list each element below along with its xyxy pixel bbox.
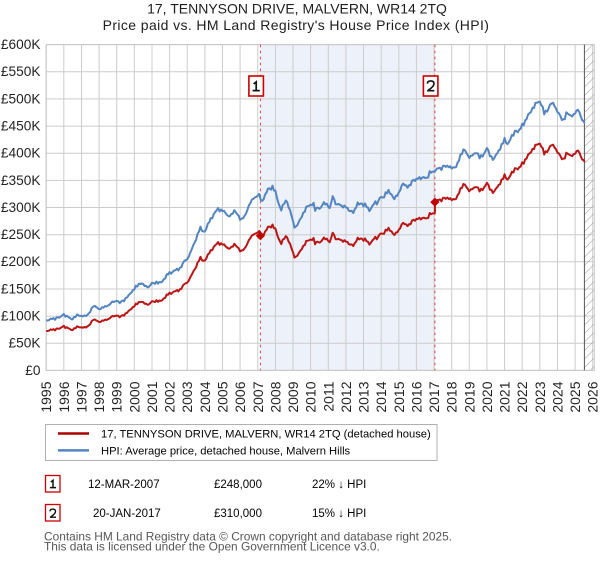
svg-text:2026: 2026 — [585, 381, 600, 412]
svg-text:2015: 2015 — [391, 381, 407, 412]
svg-text:Price paid vs. HM Land Registr: Price paid vs. HM Land Registry's House … — [103, 17, 490, 33]
svg-text:£50K: £50K — [9, 336, 41, 351]
svg-text:2024: 2024 — [550, 381, 566, 412]
svg-text:2013: 2013 — [356, 381, 372, 412]
svg-text:£0: £0 — [25, 363, 41, 378]
svg-text:£100K: £100K — [1, 309, 41, 324]
svg-text:1995: 1995 — [38, 381, 54, 412]
svg-text:2004: 2004 — [197, 381, 213, 412]
svg-text:2023: 2023 — [532, 381, 548, 412]
svg-text:2011: 2011 — [320, 381, 336, 411]
svg-text:1999: 1999 — [109, 381, 125, 412]
svg-text:2016: 2016 — [408, 381, 424, 412]
svg-text:£200K: £200K — [1, 254, 41, 269]
svg-text:2000: 2000 — [126, 381, 142, 412]
svg-text:Contains HM Land Registry data: Contains HM Land Registry data © Crown c… — [44, 529, 452, 543]
svg-text:2012: 2012 — [338, 381, 354, 412]
svg-text:1997: 1997 — [74, 381, 90, 412]
svg-text:2019: 2019 — [461, 381, 477, 412]
svg-text:2020: 2020 — [479, 381, 495, 412]
svg-text:2003: 2003 — [179, 381, 195, 412]
svg-text:1998: 1998 — [91, 381, 107, 412]
svg-text:HPI: Average price, detached h: HPI: Average price, detached house, Malv… — [101, 446, 351, 458]
svg-text:2002: 2002 — [162, 381, 178, 412]
svg-text:1996: 1996 — [56, 381, 72, 412]
svg-text:2005: 2005 — [215, 381, 231, 412]
svg-text:15% ↓ HPI: 15% ↓ HPI — [312, 508, 366, 520]
svg-text:2008: 2008 — [267, 381, 283, 412]
svg-text:This data is licensed under th: This data is licensed under the Open Gov… — [44, 539, 380, 553]
svg-text:2001: 2001 — [144, 381, 160, 412]
svg-text:12-MAR-2007: 12-MAR-2007 — [88, 479, 160, 491]
svg-text:£400K: £400K — [1, 146, 41, 161]
svg-text:20-JAN-2017: 20-JAN-2017 — [93, 508, 161, 520]
svg-text:£250K: £250K — [1, 227, 41, 242]
svg-text:2006: 2006 — [232, 381, 248, 412]
svg-text:2021: 2021 — [497, 381, 513, 412]
svg-text:2017: 2017 — [426, 381, 442, 412]
svg-text:2014: 2014 — [373, 381, 389, 412]
svg-text:£300K: £300K — [1, 200, 41, 215]
svg-text:2025: 2025 — [567, 381, 583, 412]
svg-text:£310,000: £310,000 — [214, 508, 262, 520]
svg-text:£450K: £450K — [1, 119, 41, 134]
svg-text:2010: 2010 — [303, 381, 319, 412]
svg-text:22% ↓ HPI: 22% ↓ HPI — [312, 479, 366, 491]
svg-text:2022: 2022 — [514, 381, 530, 412]
svg-text:2009: 2009 — [285, 381, 301, 412]
svg-text:£500K: £500K — [1, 91, 41, 106]
svg-text:£150K: £150K — [1, 281, 41, 296]
svg-text:£248,000: £248,000 — [214, 479, 262, 491]
svg-text:£600K: £600K — [1, 37, 41, 52]
svg-text:£350K: £350K — [1, 173, 41, 188]
svg-text:17, TENNYSON DRIVE, MALVERN, W: 17, TENNYSON DRIVE, MALVERN, WR14 2TQ — [147, 0, 447, 16]
svg-text:2018: 2018 — [444, 381, 460, 412]
svg-text:17, TENNYSON DRIVE, MALVERN, W: 17, TENNYSON DRIVE, MALVERN, WR14 2TQ (d… — [101, 429, 431, 441]
svg-text:£550K: £550K — [1, 64, 41, 79]
svg-text:2007: 2007 — [250, 381, 266, 412]
